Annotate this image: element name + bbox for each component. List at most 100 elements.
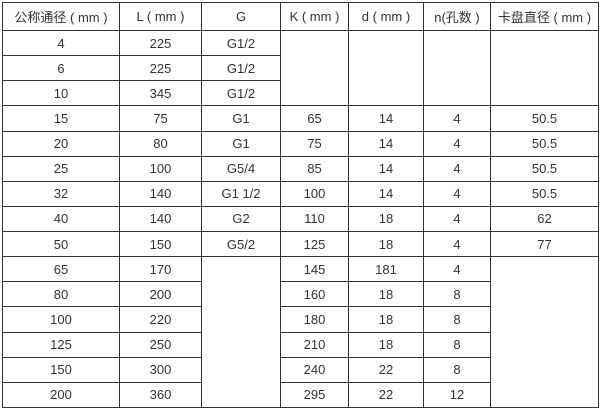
table-cell: 181 — [348, 256, 424, 283]
table-cell: G1 — [201, 130, 281, 157]
table-cell: 8 — [423, 281, 491, 308]
table-row: 150 300 240 22 8 — [2, 356, 599, 383]
table-row: 40 140 G2 110 18 4 62 — [2, 205, 599, 233]
table-cell: 8 — [423, 306, 491, 333]
table-cell: 18 — [348, 281, 424, 308]
table-cell: G1/2 — [201, 80, 281, 107]
table-cell: 100 — [119, 155, 202, 182]
table-row: 32 140 G1 1/2 100 14 4 50.5 — [2, 180, 599, 207]
table-cell: 50.5 — [490, 155, 599, 182]
header-cell: 卡盘直径 ( mm ) — [490, 2, 599, 31]
table-row: 15 75 G1 65 14 4 50.5 — [2, 105, 599, 132]
table-cell: 40 — [2, 205, 120, 233]
table-cell: 140 — [119, 180, 202, 207]
table-cell: 32 — [2, 180, 120, 207]
table-cell: 18 — [348, 205, 424, 233]
table-cell: 210 — [280, 331, 349, 358]
table-cell: 100 — [2, 306, 120, 333]
header-cell: G — [201, 2, 281, 31]
table-cell: 15 — [2, 105, 120, 132]
table-cell: G1/2 — [201, 55, 281, 82]
table-cell: 145 — [280, 256, 349, 283]
table-cell: 160 — [280, 281, 349, 308]
table-cell: 170 — [119, 256, 202, 283]
table-cell: 125 — [2, 331, 120, 358]
table-cell: G1 1/2 — [201, 180, 281, 207]
table-cell: 18 — [348, 306, 424, 333]
table-cell: 125 — [280, 230, 349, 258]
table-row: 65 170 145 181 4 — [2, 256, 599, 408]
table-cell: 8 — [423, 331, 491, 358]
table-cell: 75 — [280, 130, 349, 157]
table-cell: 14 — [348, 155, 424, 182]
header-cell: K ( mm ) — [280, 2, 349, 31]
table-cell: 140 — [119, 205, 202, 233]
table-cell: 4 — [423, 130, 491, 157]
table-cell: G1 — [201, 105, 281, 132]
table-cell: 85 — [280, 155, 349, 182]
spec-table-body: 4 225 G1/2 6 225 G1/2 10 345 G1/2 15 75 G1 65 14 4 50.5… — [2, 29, 599, 409]
table-cell: G5/4 — [201, 155, 281, 182]
table-cell: 14 — [348, 105, 424, 132]
table-cell: G2 — [201, 205, 281, 233]
table-row: 200 360 295 22 12 — [2, 381, 599, 409]
table-cell — [348, 29, 424, 107]
table-cell — [280, 29, 349, 107]
header-row: 公称通径 ( mm ) L ( mm ) G K ( mm ) d ( mm ) n(孔数… — [2, 2, 599, 31]
table-cell: 65 — [280, 105, 349, 132]
table-cell: 14 — [348, 130, 424, 157]
header-cell: n(孔数 ) — [423, 2, 491, 31]
table-cell: G5/2 — [201, 230, 281, 258]
table-row: 80 200 160 18 8 — [2, 281, 599, 308]
table-row: 6 225 G1/2 — [2, 55, 599, 82]
table-cell: 150 — [119, 230, 202, 258]
table-cell: 295 — [280, 381, 349, 409]
table-cell — [490, 29, 599, 107]
table-cell: 4 — [423, 155, 491, 182]
table-cell: 50.5 — [490, 130, 599, 157]
table-cell: 8 — [423, 356, 491, 383]
table-row: 50 150 G5/2 125 18 4 77 — [2, 230, 599, 258]
table-cell — [201, 256, 281, 408]
table-cell: 345 — [119, 80, 202, 107]
table-cell: 6 — [2, 55, 120, 82]
table-cell: 65 — [2, 256, 120, 283]
table-cell: 14 — [348, 180, 424, 207]
table-cell: 18 — [348, 230, 424, 258]
header-cell: 公称通径 ( mm ) — [2, 2, 120, 31]
table-cell: 200 — [119, 281, 202, 308]
table-cell: 50.5 — [490, 105, 599, 132]
table-cell: 4 — [423, 105, 491, 132]
table-cell — [423, 29, 491, 107]
table-cell: 4 — [423, 205, 491, 233]
table-cell: 4 — [423, 256, 491, 283]
table-cell: 225 — [119, 55, 202, 82]
table-cell: 240 — [280, 356, 349, 383]
table-cell: 22 — [348, 356, 424, 383]
table-cell: 4 — [423, 180, 491, 207]
table-cell: 22 — [348, 381, 424, 409]
table-cell: 62 — [490, 205, 599, 233]
table-cell: 18 — [348, 331, 424, 358]
table-cell: 250 — [119, 331, 202, 358]
table-cell: 4 — [2, 29, 120, 57]
table-cell: 4 — [423, 230, 491, 258]
table-cell: 110 — [280, 205, 349, 233]
table-cell: 220 — [119, 306, 202, 333]
table-row: 20 80 G1 75 14 4 50.5 — [2, 130, 599, 157]
table-cell: 200 — [2, 381, 120, 409]
table-row: 125 250 210 18 8 — [2, 331, 599, 358]
table-row: 25 100 G5/4 85 14 4 50.5 — [2, 155, 599, 182]
table-cell: 75 — [119, 105, 202, 132]
table-cell: 50.5 — [490, 180, 599, 207]
table-cell: 12 — [423, 381, 491, 409]
table-cell — [490, 256, 599, 408]
table-cell: 360 — [119, 381, 202, 409]
table-cell: 150 — [2, 356, 120, 383]
table-cell: 25 — [2, 155, 120, 182]
table-cell: 77 — [490, 230, 599, 258]
header-cell: L ( mm ) — [119, 2, 202, 31]
table-cell: 20 — [2, 130, 120, 157]
